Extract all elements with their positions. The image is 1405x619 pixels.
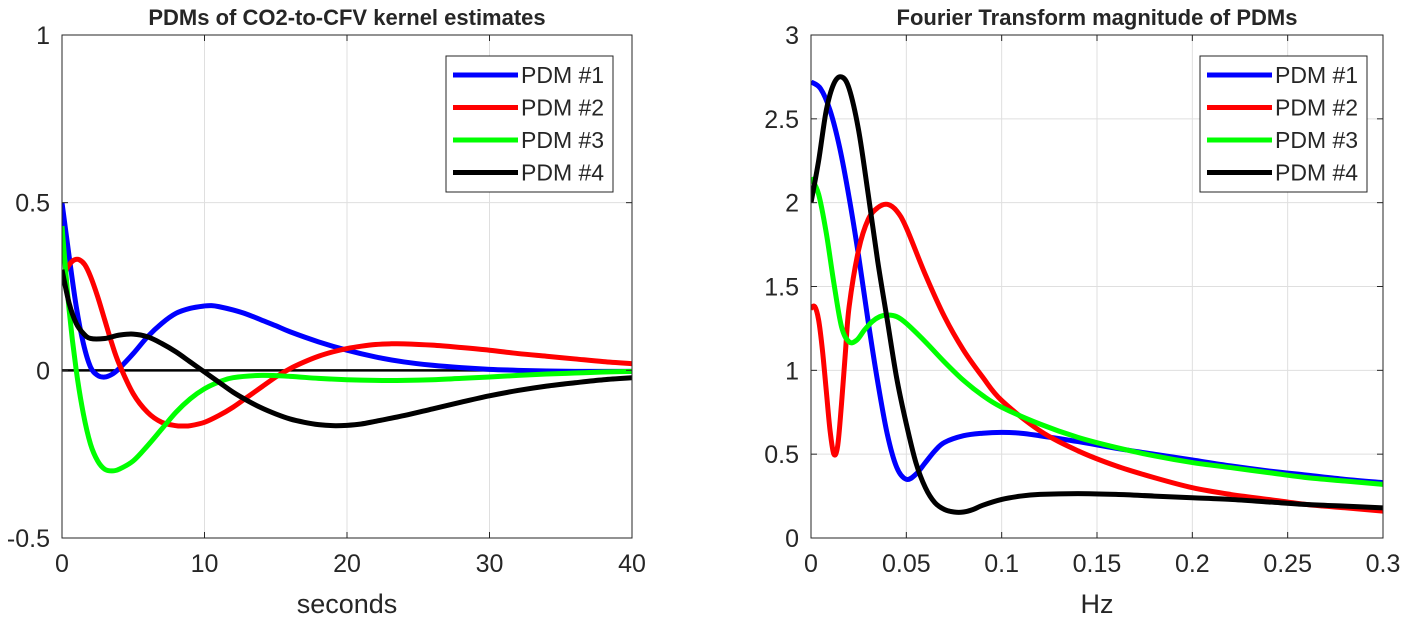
- y-tick-label: 2.5: [764, 106, 799, 134]
- panel-fourier-magnitude: 0 0.05 0.1 0.15 0.2 0.25 0.3 0 0.5 1 1.5 2 2.5 3 Fouri…: [764, 5, 1400, 619]
- x-tick-label: 20: [333, 550, 361, 578]
- series-line-pdm-2: [62, 256, 632, 429]
- y-tick-label: 0: [36, 357, 50, 385]
- x-tick-label: 0.05: [882, 550, 931, 578]
- y-tick-label: 0: [785, 525, 799, 553]
- x-tick-label: 0.1: [984, 550, 1019, 578]
- x-tick-label: 0: [804, 550, 818, 578]
- x-axis-label: Hz: [1081, 589, 1114, 619]
- series-line-pdm-3: [811, 176, 1383, 487]
- legend-label-pdm-1: PDM #1: [521, 62, 604, 88]
- y-tick-label: 1: [785, 357, 799, 385]
- series-group: [62, 202, 632, 474]
- legend-label-pdm-2: PDM #2: [521, 95, 604, 121]
- x-tick-label: 10: [191, 550, 219, 578]
- series-line-pdm-4: [811, 74, 1383, 515]
- series-line-pdm-1: [62, 202, 632, 380]
- x-axis-label: seconds: [297, 589, 398, 619]
- y-tick-label: 2: [785, 190, 799, 218]
- y-tick-label: -0.5: [7, 525, 50, 553]
- y-tick-label: 3: [785, 22, 799, 50]
- legend-label-pdm-4: PDM #4: [521, 160, 604, 186]
- series-line-pdm-4: [62, 269, 632, 429]
- y-tick-label: 1.5: [764, 274, 799, 302]
- x-tick-label: 0: [55, 550, 69, 578]
- y-tick-label: 1: [36, 22, 50, 50]
- x-tick-label: 0.2: [1175, 550, 1210, 578]
- chart-title: PDMs of CO2-to-CFV kernel estimates: [148, 5, 545, 30]
- x-tick-label: 0.25: [1263, 550, 1312, 578]
- legend-box: [445, 55, 614, 193]
- legend-box: [1199, 55, 1368, 193]
- legend: PDM #1 PDM #2 PDM #3 PDM #4: [1199, 55, 1368, 193]
- series-group: [811, 74, 1383, 515]
- x-tick-label: 30: [476, 550, 504, 578]
- y-tick-label: 0.5: [15, 190, 50, 218]
- legend-label-pdm-3: PDM #3: [521, 127, 604, 153]
- y-tick-label: 0.5: [764, 441, 799, 469]
- x-tick-label: 0.15: [1073, 550, 1122, 578]
- legend-label-pdm-3: PDM #3: [1275, 127, 1358, 153]
- x-tick-label: 0.3: [1366, 550, 1401, 578]
- chart-title: Fourier Transform magnitude of PDMs: [897, 5, 1298, 30]
- series-line-pdm-2: [811, 201, 1383, 514]
- legend-label-pdm-2: PDM #2: [1275, 95, 1358, 121]
- legend-label-pdm-1: PDM #1: [1275, 62, 1358, 88]
- legend: PDM #1 PDM #2 PDM #3 PDM #4: [445, 55, 614, 193]
- legend-label-pdm-4: PDM #4: [1275, 160, 1358, 186]
- x-tick-label: 40: [618, 550, 646, 578]
